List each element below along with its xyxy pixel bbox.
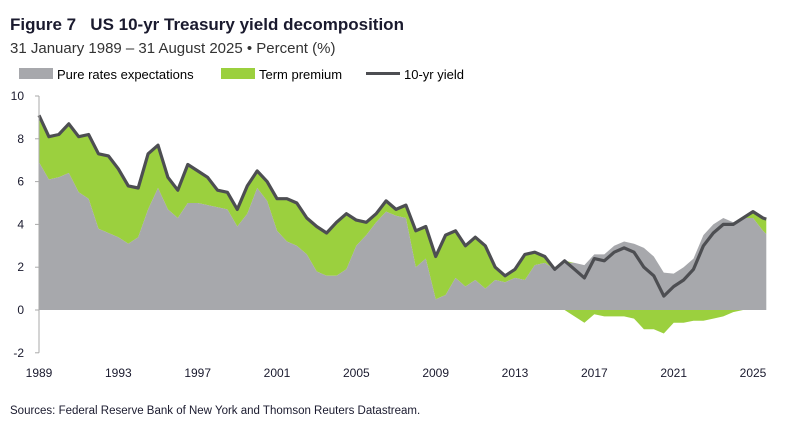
y-tick-label: -2 (13, 346, 24, 360)
legend-label-yield: 10-yr yield (404, 67, 464, 82)
x-tick-label: 1989 (26, 366, 53, 380)
legend-swatch-expectations (19, 68, 53, 79)
y-tick-label: 2 (17, 260, 24, 274)
y-tick-label: 10 (11, 89, 25, 103)
x-tick-label: 2017 (581, 366, 608, 380)
legend-swatch-term-premium (221, 68, 255, 79)
pure-rates-expectations-area (39, 162, 767, 310)
x-tick-label: 1997 (184, 366, 211, 380)
x-tick-label: 2013 (502, 366, 529, 380)
x-tick-label: 2009 (422, 366, 449, 380)
legend-label-term-premium: Term premium (259, 67, 342, 82)
chart-subtitle: 31 January 1989 – 31 August 2025 • Perce… (10, 40, 335, 57)
y-tick-label: 0 (17, 303, 24, 317)
x-tick-label: 2025 (740, 366, 767, 380)
x-tick-label: 1993 (105, 366, 132, 380)
term-premium-area-negative (39, 310, 767, 334)
yield-line (37, 114, 767, 298)
source-note: Sources: Federal Reserve Bank of New Yor… (10, 405, 420, 417)
y-tick-label: 8 (17, 132, 24, 146)
legend: Pure rates expectations Term premium 10-… (19, 67, 464, 82)
y-tick-label: 6 (17, 175, 24, 189)
y-tick-label: 4 (17, 217, 24, 231)
plot-area (37, 114, 767, 334)
x-tick-label: 2001 (264, 366, 291, 380)
x-tick-label: 2005 (343, 366, 370, 380)
x-tick-label: 2021 (660, 366, 687, 380)
legend-label-expectations: Pure rates expectations (57, 67, 194, 82)
chart-title: Figure 7 US 10-yr Treasury yield decompo… (10, 15, 404, 34)
